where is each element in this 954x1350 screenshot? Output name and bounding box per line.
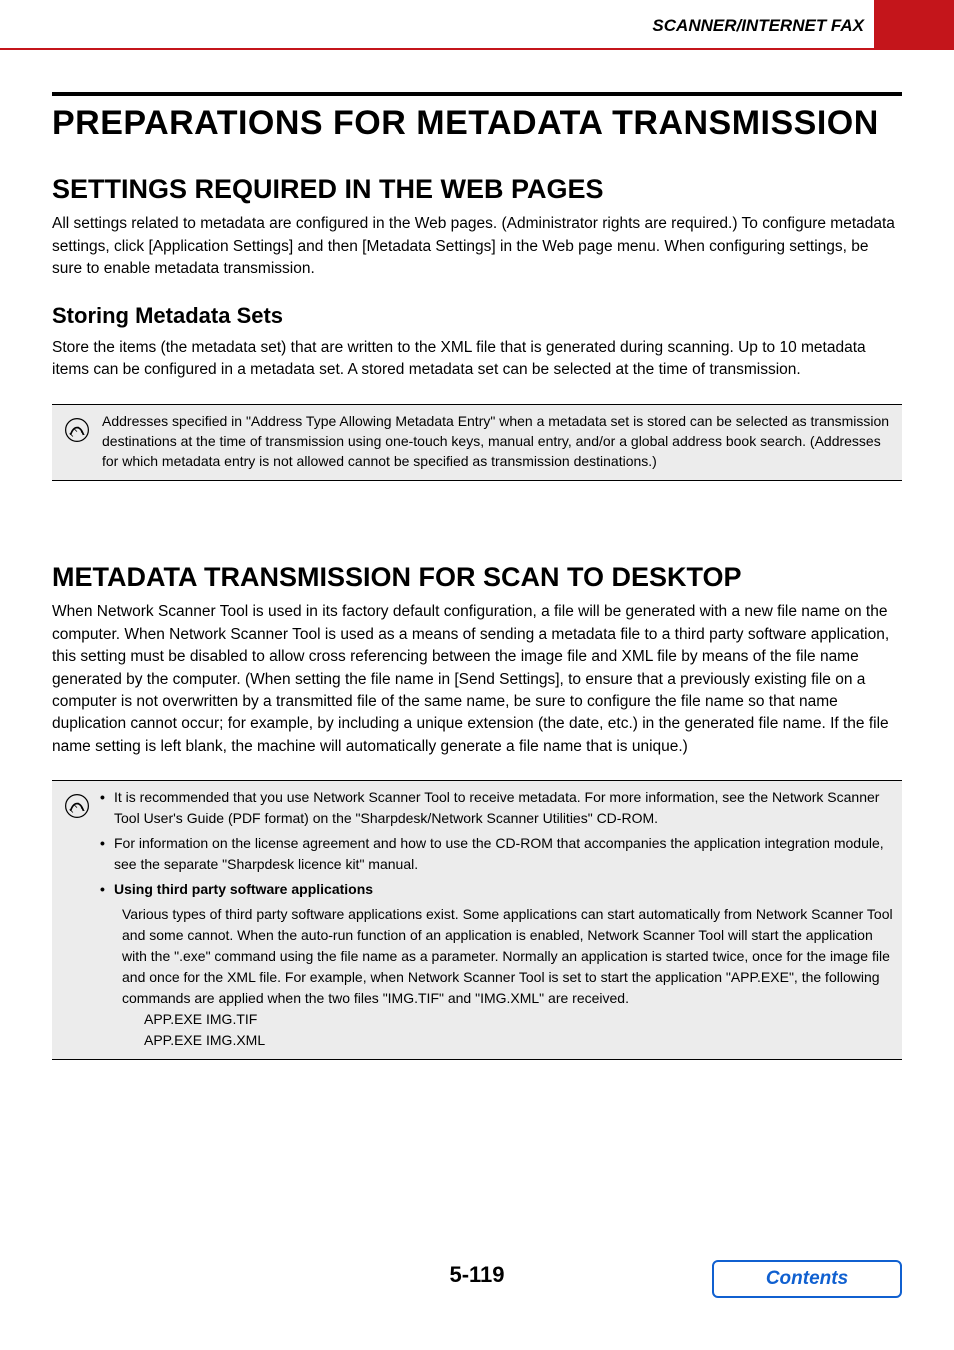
note-box-1: Addresses specified in "Address Type All…: [52, 404, 902, 481]
header-section-title: SCANNER/INTERNET FAX: [652, 16, 864, 36]
note2-list: • It is recommended that you use Network…: [96, 787, 896, 1051]
contents-button[interactable]: Contents: [712, 1260, 902, 1298]
header-accent-block: [874, 0, 954, 48]
list-item: • It is recommended that you use Network…: [100, 787, 896, 829]
bullet-icon: •: [100, 833, 114, 875]
section1-heading: SETTINGS REQUIRED IN THE WEB PAGES: [52, 173, 902, 205]
section2-para: When Network Scanner Tool is used in its…: [52, 601, 902, 758]
bullet2-text: For information on the license agreement…: [114, 833, 896, 875]
section1-subheading: Storing Metadata Sets: [52, 303, 902, 329]
page-content: PREPARATIONS FOR METADATA TRANSMISSION S…: [0, 92, 954, 1060]
bullet-icon: •: [100, 787, 114, 829]
note1-text: Addresses specified in "Address Type All…: [96, 411, 896, 472]
rule-top: [52, 92, 902, 96]
command-line-1: APP.EXE IMG.TIF: [100, 1009, 896, 1030]
note-box-2: • It is recommended that you use Network…: [52, 780, 902, 1060]
section2-heading: METADATA TRANSMISSION FOR SCAN TO DESKTO…: [52, 561, 902, 593]
bullet3-title: Using third party software applications: [114, 881, 373, 897]
bullet1-text: It is recommended that you use Network S…: [114, 787, 896, 829]
bullet3-container: Using third party software applications: [114, 879, 896, 900]
page-title: PREPARATIONS FOR METADATA TRANSMISSION: [52, 104, 902, 143]
page-header: SCANNER/INTERNET FAX: [0, 0, 954, 50]
section1-para: All settings related to metadata are con…: [52, 213, 902, 280]
list-item: • Using third party software application…: [100, 879, 896, 900]
list-item: • For information on the license agreeme…: [100, 833, 896, 875]
bullet-icon: •: [100, 879, 114, 900]
bullet3-body: Various types of third party software ap…: [100, 904, 896, 1009]
note-icon: [58, 787, 96, 819]
command-line-2: APP.EXE IMG.XML: [100, 1030, 896, 1051]
note-icon: [58, 411, 96, 443]
section1-para2: Store the items (the metadata set) that …: [52, 337, 902, 382]
